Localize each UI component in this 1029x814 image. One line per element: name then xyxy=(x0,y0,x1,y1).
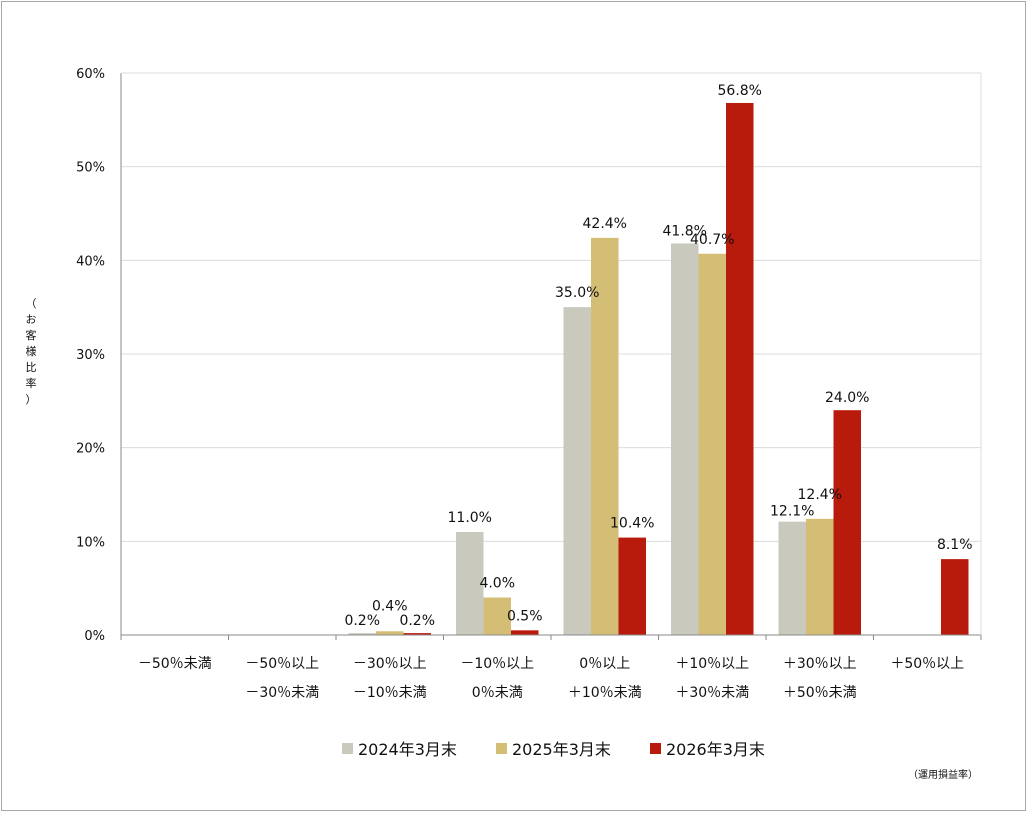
x-tick-label: ＋30％以上 xyxy=(783,656,857,672)
bar xyxy=(941,559,969,635)
data-label: 0.2% xyxy=(344,613,380,629)
bar xyxy=(483,597,511,635)
x-tick-label: ＋50％以上 xyxy=(890,656,964,672)
y-tick-label: 30% xyxy=(76,348,105,363)
x-tick-label: －10％未満 xyxy=(353,685,427,701)
y-axis-label-char: 率 xyxy=(26,376,37,390)
data-label: 41.8% xyxy=(663,223,707,239)
bars xyxy=(348,102,969,636)
bar xyxy=(671,243,699,635)
bar xyxy=(806,518,834,635)
y-tick-labels: 0% 10% 20% 30% 40% 50% 60% xyxy=(76,67,105,644)
data-label: 24.0% xyxy=(825,390,869,406)
data-label: 0.2% xyxy=(399,613,435,629)
data-labels: 0.2% 11.0% 35.0% 41.8% 12.1% 0.4% 4.0% 42.4% 40.… xyxy=(344,83,972,629)
x-tick-label: ＋30％未満 xyxy=(675,685,749,701)
data-label: 0.5% xyxy=(507,608,543,624)
data-label: 10.4% xyxy=(610,516,654,532)
data-label: 12.4% xyxy=(798,487,842,503)
y-tick-label: 10% xyxy=(76,535,105,550)
x-tick-label: 0％未満 xyxy=(472,685,523,701)
legend-swatch xyxy=(496,743,507,754)
x-tick-labels: －50％未満 －50％以上 －30％未満 －30％以上 －10％未満 －10％以上 0％未満… xyxy=(138,656,964,701)
data-label: 56.8% xyxy=(718,83,762,99)
data-label: 40.7% xyxy=(690,232,734,248)
bar xyxy=(833,410,861,635)
y-tick-label: 0% xyxy=(84,629,105,644)
legend: 2024年3月末 2025年3月末 2026年3月末 xyxy=(342,740,765,759)
bar xyxy=(403,633,431,635)
x-tick-label: －30％未満 xyxy=(245,685,319,701)
data-label: 4.0% xyxy=(479,576,515,592)
data-label: 12.1% xyxy=(770,504,814,520)
legend-swatch xyxy=(650,743,661,754)
data-label: 42.4% xyxy=(583,216,627,232)
x-tick-label: 0％以上 xyxy=(579,656,630,672)
y-axis-label-char: お xyxy=(26,313,37,326)
data-label: 8.1% xyxy=(937,537,973,553)
legend-label: 2025年3月末 xyxy=(512,740,611,759)
bar xyxy=(591,237,619,635)
y-axis-label-char: 比 xyxy=(26,361,37,374)
y-tick-label: 50% xyxy=(76,161,105,176)
data-label: 35.0% xyxy=(555,285,599,301)
x-tick-label: －50％以上 xyxy=(245,656,319,672)
legend-label: 2026年3月末 xyxy=(666,740,765,759)
bar xyxy=(563,307,591,635)
y-axis-label-char: （ xyxy=(26,297,37,310)
data-label: 11.0% xyxy=(448,510,492,526)
legend-swatch xyxy=(342,743,353,754)
x-tick-label: ＋50％未満 xyxy=(783,685,857,701)
y-axis-label-char: 客 xyxy=(26,328,37,342)
y-axis-label-char: ） xyxy=(26,393,37,406)
bar xyxy=(726,102,754,636)
y-tick-label: 60% xyxy=(76,67,105,82)
bar xyxy=(376,631,404,635)
y-tick-label: 40% xyxy=(76,254,105,269)
data-label: 0.4% xyxy=(372,598,408,614)
x-tick-label: －50％未満 xyxy=(138,656,212,672)
bar xyxy=(778,521,806,635)
x-tick-label: ＋10％未満 xyxy=(568,685,642,701)
y-tick-label: 20% xyxy=(76,442,105,457)
axes xyxy=(120,72,982,640)
x-tick-label: ＋10％以上 xyxy=(675,656,749,672)
bar xyxy=(698,253,726,635)
x-tick-label: －30％以上 xyxy=(353,656,427,672)
y-axis-label-char: 様 xyxy=(26,344,37,358)
legend-label: 2024年3月末 xyxy=(358,740,457,759)
x-tick-label: －10％以上 xyxy=(460,656,534,672)
bar xyxy=(618,537,646,635)
bar xyxy=(456,531,484,635)
note-label: （運用損益率） xyxy=(908,768,978,781)
bar xyxy=(511,630,539,635)
bar xyxy=(348,633,376,635)
